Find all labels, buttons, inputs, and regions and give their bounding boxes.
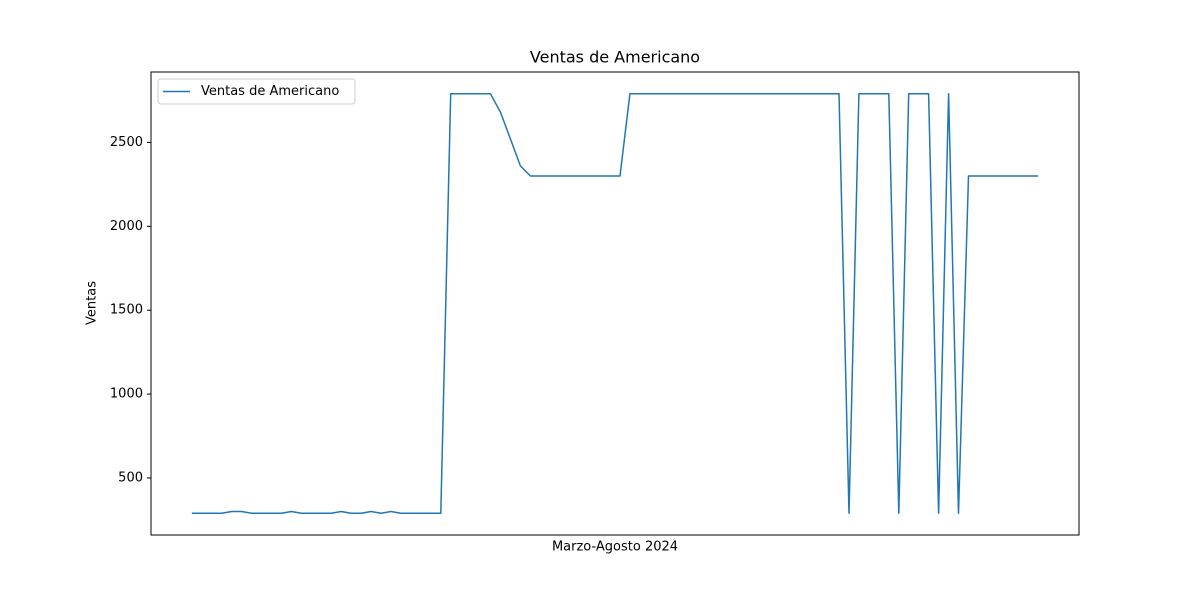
y-tick-label: 1500	[110, 303, 143, 318]
legend: Ventas de Americano	[157, 78, 356, 105]
plot-frame	[150, 71, 1080, 536]
legend-label: Ventas de Americano	[201, 84, 339, 99]
chart-title: Ventas de Americano	[530, 48, 700, 67]
y-tick-label: 1000	[110, 387, 143, 402]
data-line	[191, 93, 1039, 514]
x-axis-label: Marzo-Agosto 2024	[552, 540, 678, 555]
y-tick-label: 500	[118, 470, 143, 485]
legend-box	[157, 78, 356, 105]
y-tick-label: 2000	[110, 219, 143, 234]
y-tick-label: 2500	[110, 135, 143, 150]
y-axis-label: Ventas	[85, 281, 100, 325]
